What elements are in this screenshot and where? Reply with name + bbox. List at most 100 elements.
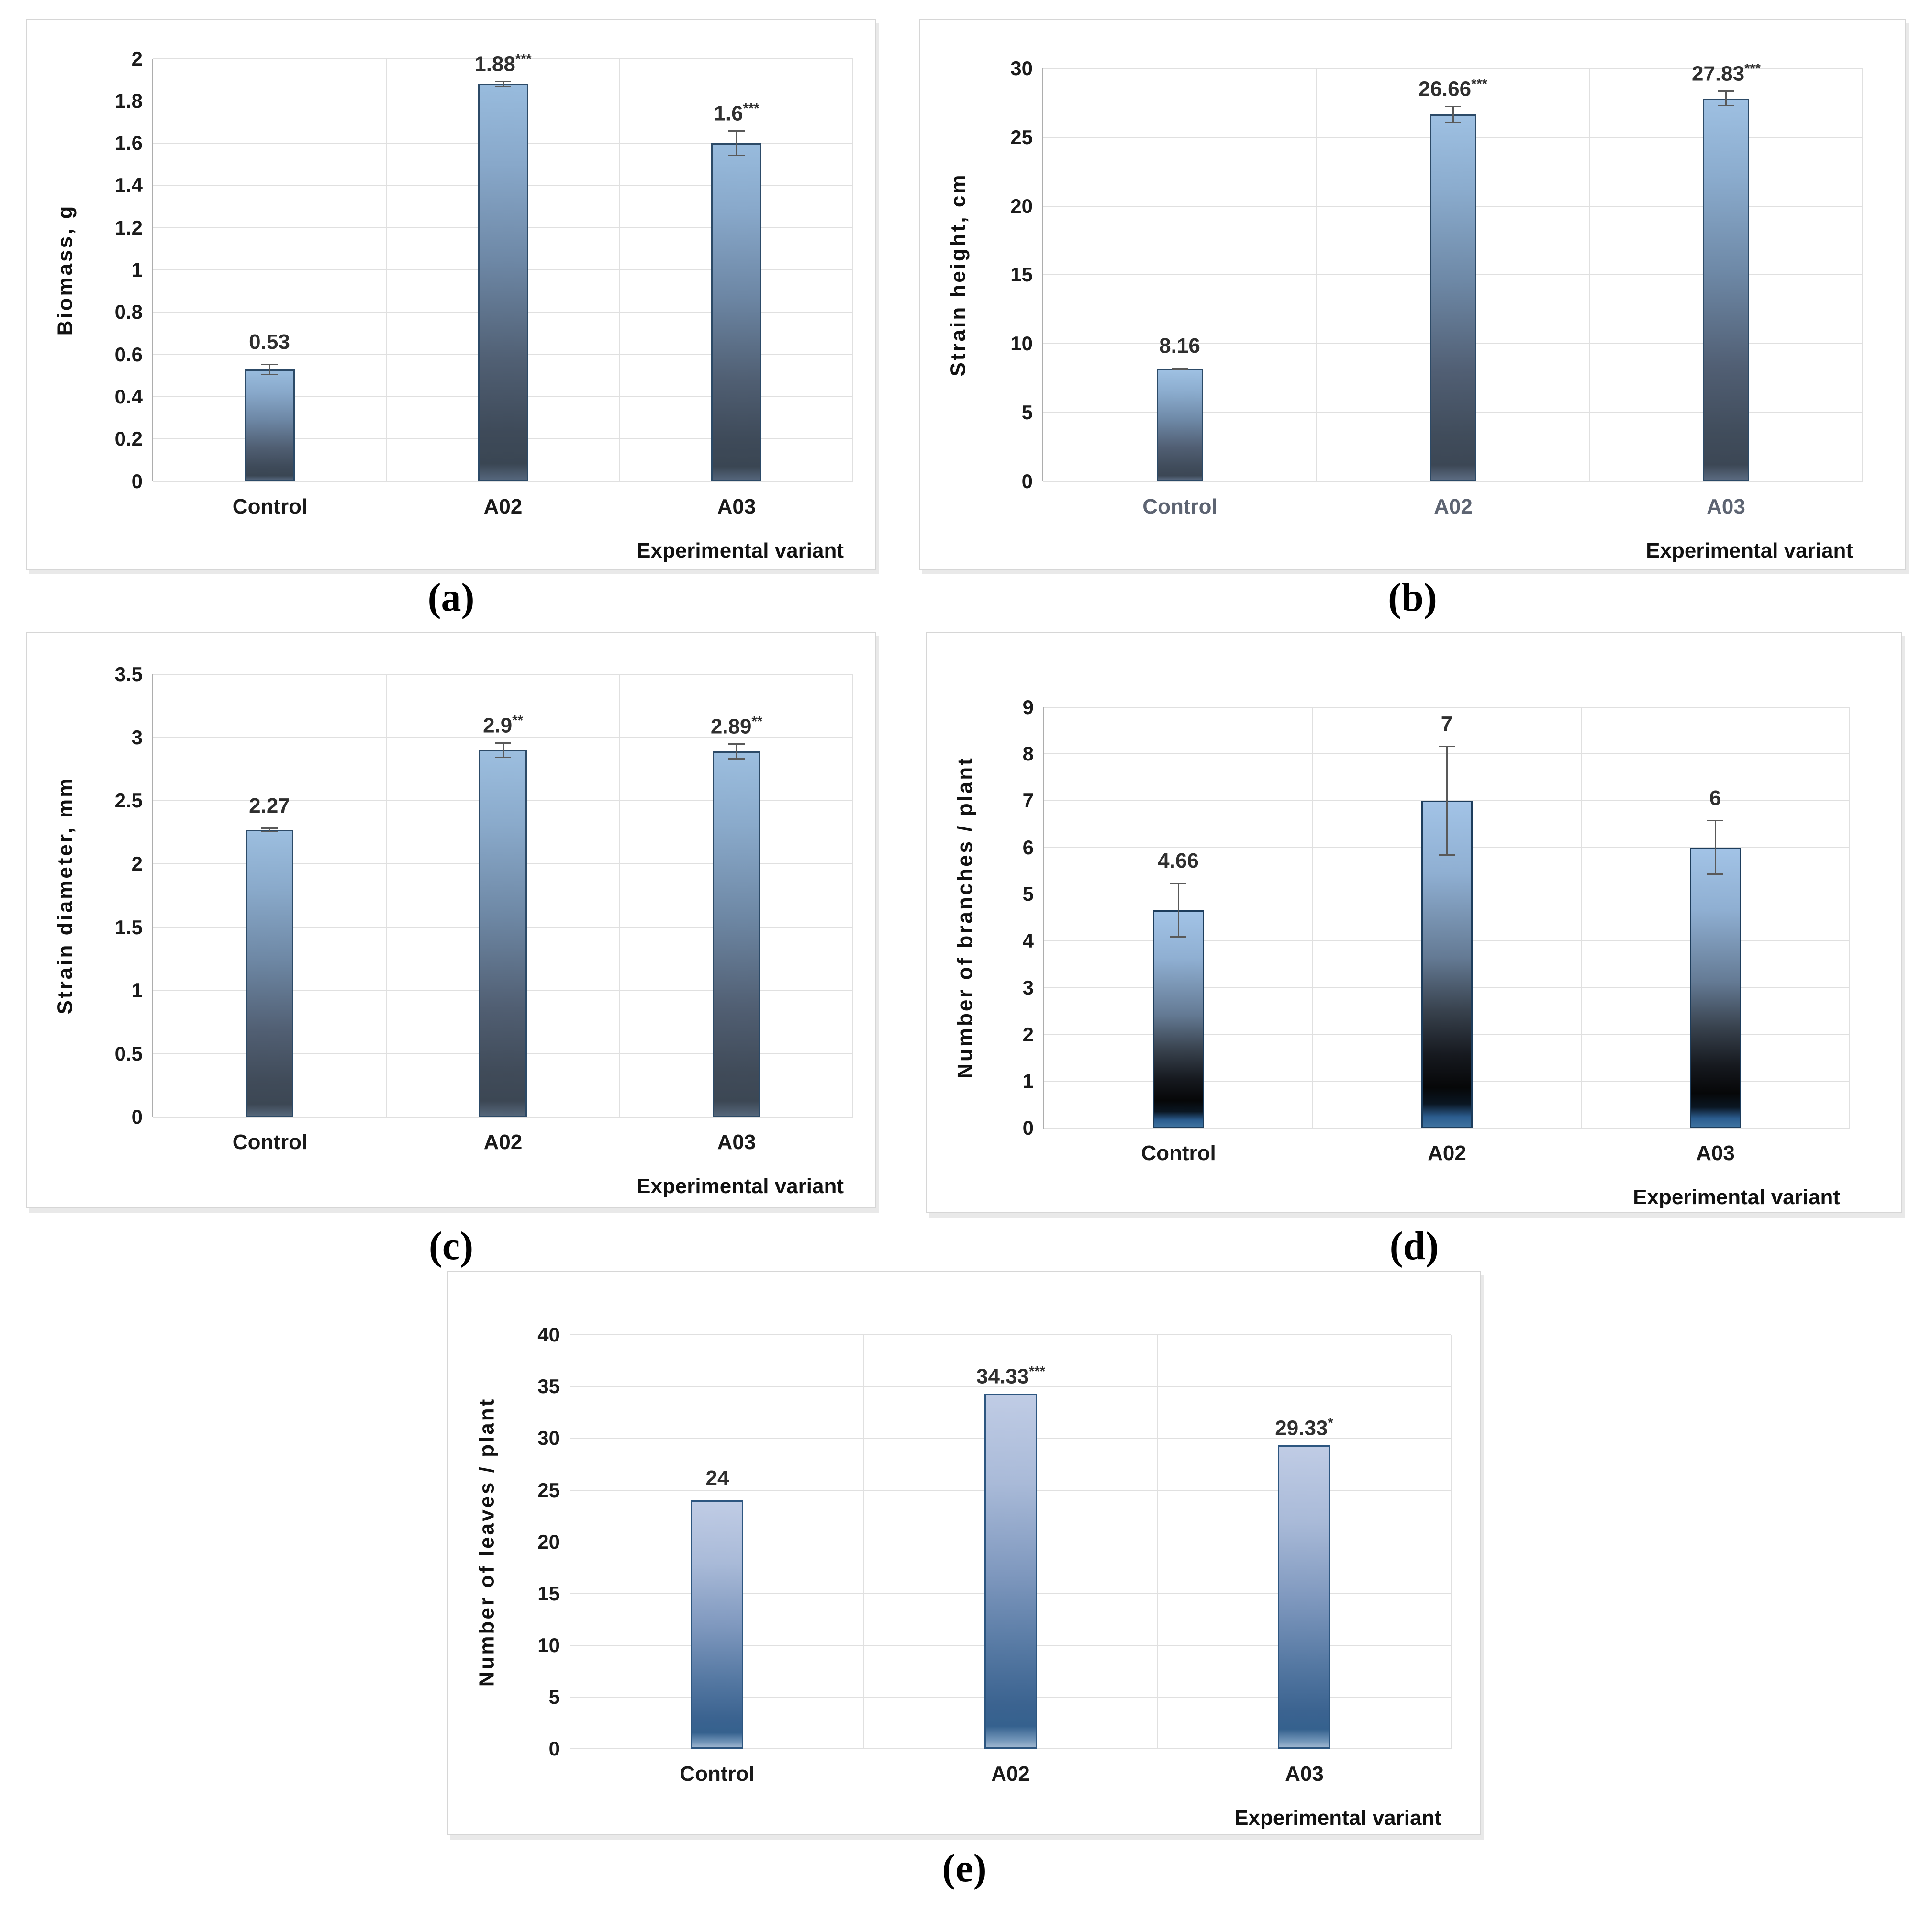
- error-bar-cap-bottom: [1170, 936, 1186, 938]
- bar-value-label: 24: [705, 1466, 729, 1490]
- bar-value-label: 29.33*: [1275, 1416, 1333, 1440]
- y-axis-title: Strain height, cm: [946, 173, 970, 377]
- x-category-label: A03: [717, 495, 756, 518]
- y-tick-label: 0: [1022, 1117, 1034, 1139]
- error-bar-line: [269, 828, 270, 832]
- x-category-label: Control: [1141, 1141, 1216, 1165]
- x-category-label: A02: [483, 495, 523, 518]
- error-bar-cap-top: [1445, 106, 1461, 107]
- error-bar-cap-top: [1172, 368, 1188, 369]
- y-tick-label: 10: [537, 1634, 560, 1656]
- y-tick-label: 4: [1022, 929, 1034, 952]
- error-bar-line: [269, 364, 270, 375]
- gridline-v: [1451, 1335, 1452, 1749]
- error-bar-cap-bottom: [728, 758, 745, 760]
- error-bar-cap-top: [1707, 820, 1723, 821]
- error-bar-cap-top: [1439, 746, 1455, 747]
- bar-a03: [1703, 99, 1749, 481]
- y-tick-label: 1.6: [114, 132, 143, 154]
- y-tick-label: 6: [1022, 836, 1034, 859]
- y-axis-title: Biomass, g: [53, 204, 77, 336]
- bar-a02: [479, 750, 527, 1117]
- bar-value-label: 34.33***: [976, 1364, 1045, 1388]
- x-category-label: A03: [1696, 1141, 1735, 1165]
- y-tick-label: 0.6: [114, 343, 143, 366]
- bar-value-label: 1.88***: [474, 52, 532, 76]
- gridline-h: [1044, 707, 1850, 708]
- gridline-v: [386, 674, 387, 1117]
- y-axis-title: Number of leaves / plant: [475, 1397, 499, 1687]
- y-tick-label: 2: [131, 852, 143, 875]
- gridline-v: [1862, 68, 1863, 481]
- y-tick-label: 0.5: [114, 1042, 143, 1065]
- error-bar-cap-bottom: [1718, 105, 1734, 106]
- y-tick-label: 35: [537, 1375, 560, 1397]
- y-tick-label: 8: [1022, 742, 1034, 765]
- x-axis-title: Experimental variant: [1646, 539, 1853, 562]
- y-axis-line: [152, 59, 153, 481]
- y-tick-label: 2: [1022, 1023, 1034, 1046]
- gridline-h: [153, 58, 853, 59]
- y-tick-label: 1.5: [114, 916, 143, 939]
- error-bar-cap-bottom: [261, 374, 278, 375]
- bar-value-label: 1.6***: [714, 101, 759, 125]
- y-tick-label: 1.4: [114, 174, 143, 196]
- y-tick-label: 7: [1022, 789, 1034, 812]
- gridline-v: [619, 674, 620, 1117]
- y-tick-label: 1: [131, 258, 143, 281]
- bar-value-label: 0.53: [249, 330, 290, 354]
- bar-control: [691, 1500, 743, 1749]
- y-axis-line: [1042, 68, 1043, 481]
- error-bar-cap-bottom: [495, 757, 511, 758]
- bar-value-label: 27.83***: [1691, 61, 1761, 86]
- gridline-h: [153, 674, 853, 675]
- bar-value-label: 2.9**: [483, 713, 523, 738]
- gridline-v: [863, 1335, 864, 1749]
- bar-value-label: 4.66: [1158, 849, 1199, 872]
- error-bar-line: [503, 743, 504, 758]
- gridline-h: [153, 481, 853, 482]
- y-axis-title: Strain diameter, mm: [53, 776, 77, 1015]
- y-tick-label: 40: [537, 1323, 560, 1346]
- y-axis-line: [1043, 707, 1044, 1129]
- y-tick-label: 3: [1022, 976, 1034, 999]
- gridline-h: [153, 1117, 853, 1118]
- y-tick-label: 0: [1021, 470, 1033, 492]
- y-axis-title: Number of branches / plant: [953, 756, 977, 1079]
- bar-a03: [1690, 848, 1741, 1128]
- bar-a02: [1430, 114, 1476, 481]
- error-bar-cap-top: [495, 742, 511, 744]
- y-tick-label: 20: [537, 1531, 560, 1553]
- y-tick-label: 5: [548, 1686, 560, 1708]
- y-axis-line: [152, 674, 153, 1117]
- x-category-label: Control: [1142, 495, 1217, 518]
- gridline-v: [1849, 707, 1850, 1129]
- y-tick-label: 30: [1010, 57, 1033, 79]
- y-tick-label: 1.2: [114, 216, 143, 239]
- bar-value-label: 7: [1441, 712, 1453, 736]
- y-tick-label: 1: [1022, 1070, 1034, 1092]
- gridline-h: [1044, 1128, 1850, 1129]
- error-bar-cap-bottom: [1445, 122, 1461, 123]
- gridline-v: [1157, 1335, 1158, 1749]
- y-tick-label: 30: [537, 1427, 560, 1449]
- x-category-label: Control: [680, 1762, 755, 1786]
- figure-caption-d: (d): [1389, 1224, 1439, 1268]
- bar-value-label: 8.16: [1159, 334, 1200, 358]
- error-bar-cap-top: [261, 364, 278, 365]
- bar-a03: [1278, 1445, 1330, 1749]
- gridline-v: [1581, 707, 1582, 1129]
- error-bar-cap-top: [1170, 883, 1186, 884]
- gridline-h: [153, 737, 853, 738]
- x-category-label: A03: [1285, 1762, 1324, 1786]
- gridline-h: [570, 1334, 1451, 1335]
- y-tick-label: 5: [1021, 401, 1033, 424]
- error-bar-cap-bottom: [495, 86, 511, 87]
- gridline-h: [1043, 481, 1863, 482]
- y-tick-label: 1.8: [114, 89, 143, 112]
- x-category-label: A02: [483, 1130, 523, 1154]
- error-bar-cap-bottom: [1172, 369, 1188, 370]
- y-tick-label: 0: [131, 470, 143, 492]
- x-category-label: A02: [1434, 495, 1473, 518]
- gridline-h: [570, 1748, 1451, 1749]
